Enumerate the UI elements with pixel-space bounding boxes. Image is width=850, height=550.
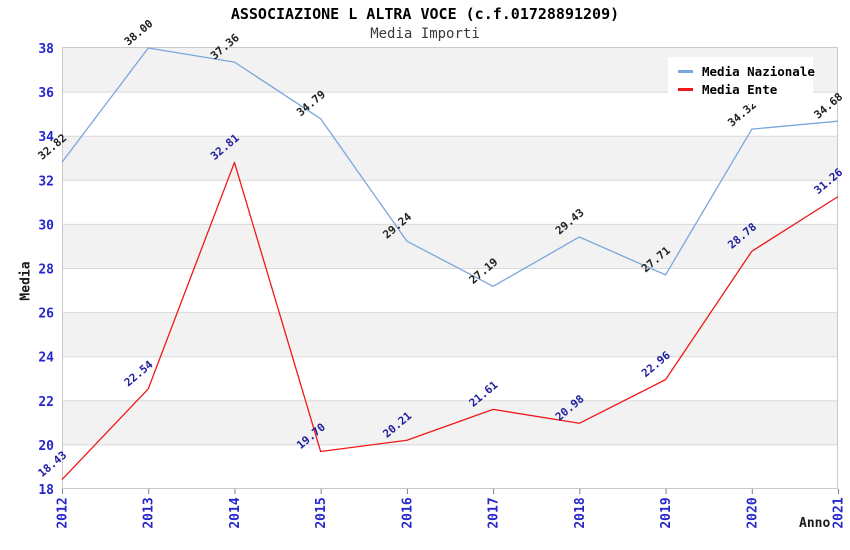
- x-tick-label: 2021: [832, 497, 847, 528]
- legend-item-media-nazionale: Media Nazionale: [678, 62, 815, 80]
- grid-band: [62, 268, 838, 313]
- x-tick-label: 2014: [228, 497, 243, 528]
- y-tick-label: 32: [38, 174, 54, 189]
- chart-title: ASSOCIAZIONE L ALTRA VOCE (c.f.017288912…: [230, 5, 620, 23]
- legend-label-media-nazionale: Media Nazionale: [702, 63, 815, 79]
- legend-label-media-ente: Media Ente: [702, 81, 778, 97]
- y-tick-label: 34: [38, 130, 54, 145]
- grid-band: [62, 180, 838, 225]
- x-tick-label: 2013: [142, 497, 157, 528]
- y-tick-label: 22: [38, 395, 54, 410]
- y-tick-label: 20: [38, 439, 54, 454]
- y-tick-label: 30: [38, 218, 54, 233]
- y-tick-label: 38: [38, 42, 54, 57]
- x-tick-label: 2012: [56, 497, 71, 528]
- x-tick-label: 2016: [400, 497, 415, 528]
- series-line-media-nazionale: [61, 47, 839, 288]
- x-tick-label: 2018: [573, 497, 588, 528]
- plot-border: [62, 47, 838, 489]
- grid-band: [62, 136, 838, 181]
- series-line-media-ente: [61, 161, 839, 480]
- y-tick-label: 18: [38, 483, 54, 498]
- x-tick-label: 2015: [314, 497, 329, 528]
- chart-subtitle: Media Importi: [370, 26, 480, 42]
- legend-item-media-ente: Media Ente: [678, 80, 813, 98]
- legend-swatch-media-ente-line-icon: [678, 87, 693, 91]
- grid-band: [62, 356, 838, 401]
- grid-band: [62, 224, 838, 269]
- legend-swatch-media-nazionale-line-icon: [678, 69, 693, 73]
- grid-band: [62, 400, 838, 445]
- y-tick-label: 24: [38, 351, 54, 366]
- x-axis-title: Anno: [799, 516, 831, 531]
- y-tick-label: 26: [38, 307, 54, 322]
- y-tick-label: 28: [38, 263, 54, 278]
- x-tick-label: 2020: [745, 497, 760, 528]
- y-tick-label: 36: [38, 86, 54, 101]
- grid-band: [62, 444, 838, 489]
- grid-band: [62, 312, 838, 357]
- x-tick-label: 2019: [659, 497, 674, 528]
- data-label-media-nazionale: 38.00: [122, 17, 156, 48]
- legend: Media Nazionale Media Ente: [668, 57, 815, 104]
- x-tick-label: 2017: [487, 497, 502, 528]
- y-axis-title: Media: [18, 261, 34, 301]
